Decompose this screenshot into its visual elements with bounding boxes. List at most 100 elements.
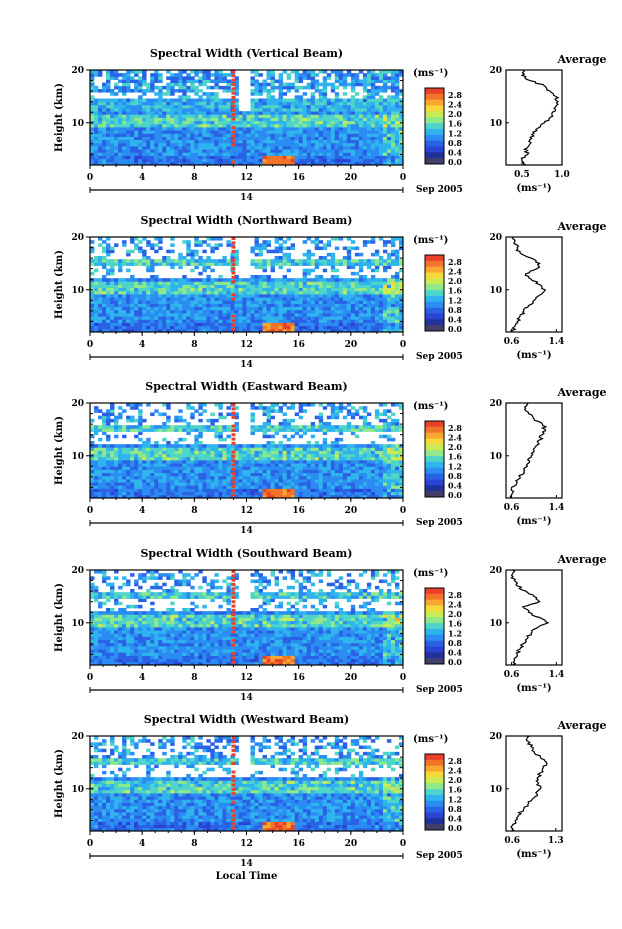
colorbar-tick-label: 2.4 [448, 100, 462, 110]
y-tick-label: 10 [71, 785, 84, 795]
x-tick-label: 12 [240, 506, 253, 516]
red-column-mark [231, 463, 236, 467]
red-column-mark [231, 424, 236, 428]
average-y-tick: 20 [489, 566, 502, 576]
average-x-label: (ms⁻¹) [516, 183, 551, 194]
local-time-label: Local Time [216, 871, 278, 882]
red-column-mark [231, 578, 236, 582]
colorbar-frame [424, 87, 445, 165]
red-column-mark [231, 459, 236, 463]
x-tick-label: 16 [292, 173, 305, 183]
x-tick-label: 20 [345, 340, 358, 350]
red-column-mark [231, 113, 236, 117]
red-column-mark [231, 660, 236, 664]
average-x-label: (ms⁻¹) [516, 683, 551, 694]
panel-1: Spectral Width (Northward Beam) 10 20 Heigh… [54, 214, 607, 370]
x-tick-label: 4 [139, 673, 145, 683]
unit-label: (ms⁻¹) [413, 734, 448, 745]
red-column-mark [231, 613, 236, 617]
date-suffix: Sep 2005 [416, 185, 463, 195]
x-tick-label: 8 [191, 839, 197, 849]
red-column-mark [231, 595, 236, 599]
red-column-mark [231, 779, 236, 783]
red-column-mark [231, 241, 236, 245]
date-suffix: Sep 2005 [416, 851, 463, 861]
red-column-mark [231, 126, 236, 130]
colorbar-segment [425, 646, 444, 653]
colorbar-segment [425, 307, 444, 314]
colorbar-segment [425, 479, 444, 486]
red-column-mark [231, 249, 236, 253]
colorbar-segment [425, 266, 444, 273]
colorbar-segment [425, 134, 444, 141]
colorbar-tick-label: 1.6 [448, 286, 462, 296]
y-tick-label: 10 [71, 286, 84, 296]
colorbar-segment [425, 771, 444, 778]
colorbar-tick-label: 2.0 [448, 109, 462, 119]
red-column-mark [231, 100, 236, 104]
red-column-mark [231, 108, 236, 112]
red-column-mark [231, 753, 236, 757]
colorbar-segment [425, 783, 444, 790]
red-column-mark [231, 74, 236, 78]
red-column-mark [231, 617, 236, 621]
red-column-mark [231, 87, 236, 91]
colorbar-tick-label: 0.4 [448, 147, 462, 157]
red-column-mark [231, 652, 236, 656]
panel-4: Spectral Width (Westward Beam) 10 20 Height… [54, 713, 607, 869]
colorbar-segment [425, 278, 444, 285]
colorbar-segment [425, 319, 444, 326]
red-column-mark [231, 82, 236, 86]
colorbar-segment [425, 818, 444, 825]
colorbar-segment [425, 260, 444, 267]
colorbar-segment [425, 765, 444, 772]
x-tick-label: 8 [191, 173, 197, 183]
average-y-tick: 10 [489, 286, 502, 296]
average-profile-line [510, 569, 550, 666]
red-column-mark [231, 476, 236, 480]
colorbar-segment [425, 284, 444, 291]
date-label: 14 [240, 693, 253, 703]
red-column-mark [231, 314, 236, 318]
red-column-mark [231, 70, 236, 73]
red-column-mark [231, 748, 236, 752]
red-column-mark [231, 736, 236, 739]
red-column-mark [231, 818, 236, 822]
colorbar-tick-label: 0.8 [448, 804, 462, 814]
colorbar-segment [425, 117, 444, 124]
average-y-tick: 20 [489, 66, 502, 76]
red-column-mark [231, 237, 236, 240]
y-axis-label: Height (km) [54, 83, 65, 152]
red-column-mark [231, 774, 236, 778]
colorbar-tick-label: 1.6 [448, 119, 462, 129]
colorbar-tick-label: 2.0 [448, 775, 462, 785]
colorbar-segment [425, 461, 444, 469]
y-tick-label: 20 [71, 233, 84, 243]
x-tick-label: 8 [191, 673, 197, 683]
red-column-mark [231, 441, 236, 445]
y-tick-label: 10 [71, 119, 84, 129]
red-column-mark [231, 480, 236, 484]
red-column-mark [231, 626, 236, 630]
colorbar-segment [425, 421, 444, 428]
x-tick-label: 0 [87, 673, 93, 683]
colorbar-segment [425, 313, 444, 320]
colorbar-segment [425, 295, 444, 303]
x-tick-label: 4 [139, 839, 145, 849]
y-axis-label: Height (km) [54, 250, 65, 319]
red-column-mark [231, 95, 236, 99]
y-tick-label: 10 [71, 452, 84, 462]
y-axis-label: Height (km) [54, 583, 65, 652]
red-column-mark [231, 130, 236, 134]
colorbar-tick-label: 1.6 [448, 452, 462, 462]
red-column-mark [231, 770, 236, 774]
colorbar-segment [425, 473, 444, 480]
red-column-mark [231, 792, 236, 796]
colorbar-segment [425, 325, 444, 332]
colorbar-segment [425, 140, 444, 147]
colorbar-segment [425, 111, 444, 118]
x-tick-label: 4 [139, 173, 145, 183]
colorbar-segment [425, 652, 444, 659]
red-column-mark [231, 600, 236, 604]
average-x-label: (ms⁻¹) [516, 516, 551, 527]
